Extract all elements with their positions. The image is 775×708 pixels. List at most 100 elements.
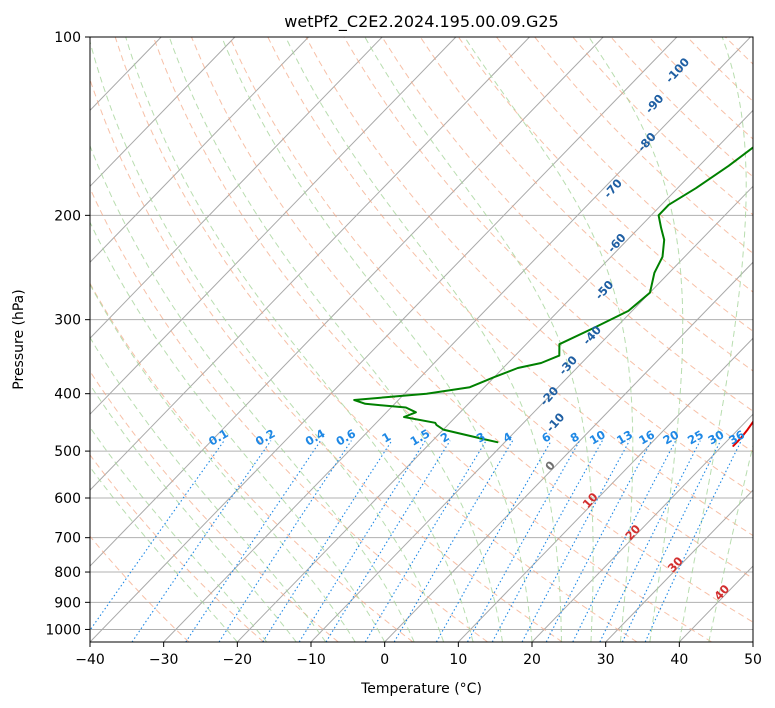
x-tick-label: −30 [149, 652, 179, 668]
y-tick-label: 1000 [45, 622, 81, 638]
dry-adiabat [648, 37, 753, 140]
mixing-ratio-label: 25 [685, 427, 706, 447]
axis-ticks: −40 −30 −20 −10 0 10 20 30 40 5010020030040050060… [45, 30, 762, 668]
dry-adiabat-label: 0 [542, 458, 558, 473]
y-tick-label: 100 [54, 30, 81, 46]
data-series [353, 146, 753, 447]
mixing-ratio-line [521, 440, 631, 642]
mixing-ratio-line [298, 440, 426, 642]
moist-adiabat [90, 466, 238, 642]
isohume-label: -30 [556, 353, 580, 378]
moist-adiabat [588, 37, 684, 642]
y-tick-label: 600 [54, 491, 81, 507]
x-axis-label: Temperature (°C) [360, 681, 482, 697]
x-tick-label: 20 [523, 652, 541, 668]
isotherm-line [384, 261, 753, 642]
y-tick-label: 700 [54, 531, 81, 547]
dry-adiabat [496, 37, 753, 293]
dry-adiabat [343, 37, 753, 453]
line-labels: 0.1 0.2 0.4 0.6 1 1.5 2 3 4 6 8 10 13 16 20 25 30 36-100-… [206, 55, 747, 603]
mixing-ratio-label: 16 [636, 427, 657, 447]
mixing-ratio-label: 20 [660, 427, 681, 447]
mixing-ratio-line [131, 440, 272, 642]
sounding-series-line [732, 420, 753, 447]
isotherm-line [457, 337, 753, 642]
moist-adiabat [90, 426, 268, 642]
dry-adiabat [191, 37, 753, 623]
dry-adiabat [114, 37, 638, 642]
dry-adiabat [572, 37, 753, 216]
dry-adiabat [305, 37, 753, 494]
isohume-label: -90 [642, 91, 666, 116]
chart-title: wetPf2_C2E2.2024.195.00.09.G25 [284, 12, 558, 32]
mixing-ratio-line [393, 440, 514, 642]
moist-adiabat [90, 221, 386, 642]
mixing-ratio-label: 0.4 [303, 426, 328, 448]
mixing-ratio-label: 8 [568, 429, 582, 445]
dry-adiabat [724, 37, 753, 65]
mixing-ratio-line [599, 440, 701, 642]
x-tick-label: 10 [449, 652, 467, 668]
isotherm-line [90, 37, 383, 339]
mixing-ratio-line [218, 440, 352, 642]
y-tick-label: 500 [54, 444, 81, 460]
moist-adiabat [221, 37, 533, 642]
isotherm-line [310, 185, 753, 642]
dry-adiabat [610, 37, 753, 178]
isotherm-line [531, 413, 753, 642]
isohume-label: -60 [604, 231, 628, 256]
moist-adiabat [285, 37, 562, 642]
mixing-ratio-line [621, 440, 722, 642]
y-tick-label: 800 [54, 565, 81, 581]
mixing-ratio-label: 3 [474, 429, 488, 445]
x-tick-label: −10 [296, 652, 326, 668]
x-tick-label: 0 [380, 652, 389, 668]
dry-adiabat [764, 37, 775, 642]
isotherm-line [752, 641, 753, 642]
x-tick-label: 40 [670, 652, 688, 668]
plot-frame [89, 36, 754, 643]
mixing-ratio-label: 4 [501, 429, 515, 445]
moist-adiabat [125, 37, 474, 642]
mixing-ratio-label: 0.1 [206, 426, 231, 448]
moist-adiabat [90, 39, 445, 642]
moist-adiabat [90, 144, 415, 642]
moist-adiabat [464, 37, 634, 642]
dry-adiabat-label: 20 [622, 522, 643, 543]
dry-adiabat [90, 187, 488, 642]
mixing-ratio-line [185, 440, 322, 642]
isotherm-line [90, 37, 309, 263]
isotherm-line [90, 37, 457, 415]
dry-adiabat [90, 454, 264, 642]
dry-adiabat [90, 282, 414, 642]
y-tick-label: 900 [54, 595, 81, 611]
mixing-ratio-label: 30 [706, 427, 727, 447]
moist-adiabat [90, 336, 327, 642]
dry-adiabat [90, 77, 563, 642]
moist-adiabat [90, 283, 356, 642]
isotherm-line [236, 109, 753, 642]
moist-adiabat [90, 383, 297, 642]
y-axis-label: Pressure (hPa) [11, 289, 27, 389]
isotherm-line [90, 37, 678, 642]
background-lines [90, 37, 775, 642]
isotherm-line [90, 37, 604, 567]
mixing-ratio-line [644, 440, 742, 642]
moist-adiabat [678, 37, 747, 642]
mixing-ratio-label: 0.2 [253, 426, 278, 448]
mixing-ratio-line [491, 440, 603, 642]
isotherm-line [605, 489, 753, 642]
moist-adiabat [168, 37, 503, 642]
y-tick-label: 200 [54, 208, 81, 224]
isotherm-line [163, 37, 751, 642]
mixing-ratio-line [364, 440, 487, 642]
dry-adiabat [419, 37, 753, 372]
isohume-label: -80 [635, 130, 659, 155]
isohume-label: -100 [662, 55, 692, 86]
x-tick-label: −40 [75, 652, 105, 668]
mixing-ratio-line [262, 440, 393, 642]
mixing-ratio-label: 10 [587, 427, 608, 447]
x-tick-label: −20 [223, 652, 253, 668]
isohume-label: -70 [601, 176, 625, 201]
